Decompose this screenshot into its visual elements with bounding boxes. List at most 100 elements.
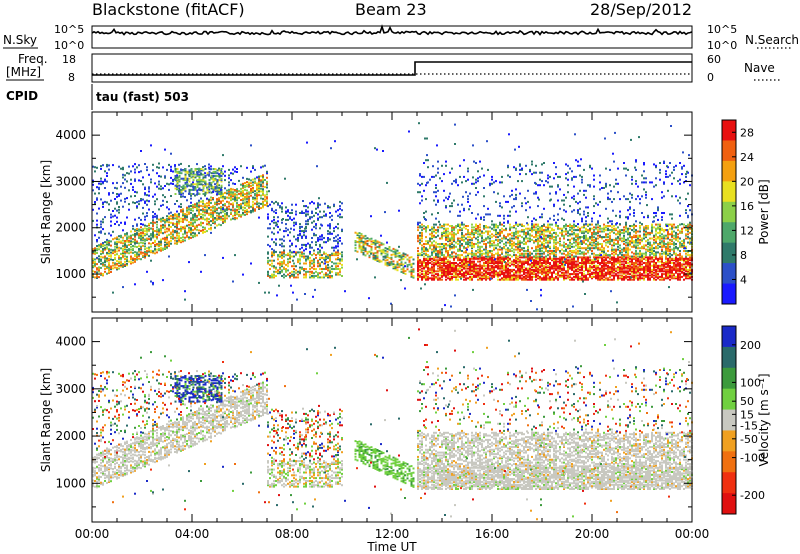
echo-cell (116, 262, 118, 265)
echo-cell (515, 260, 517, 263)
echo-cell (535, 266, 537, 269)
echo-cell (110, 199, 112, 202)
echo-cell (156, 233, 158, 236)
echo-cell (380, 260, 383, 263)
echo-cell (433, 251, 435, 254)
echo-cell (429, 255, 431, 258)
echo-cell (190, 224, 192, 227)
echo-cell (327, 263, 329, 266)
echo-cell (499, 266, 501, 269)
echo-cell (402, 269, 405, 272)
echo-cell (635, 263, 637, 266)
echo-cell (471, 230, 473, 233)
echo-cell (471, 275, 473, 278)
echo-cell (313, 265, 315, 268)
echo-cell (453, 231, 455, 234)
echo-cell (260, 190, 262, 193)
echo-cell (661, 273, 663, 276)
echo-cell (515, 277, 517, 280)
echo-cell (449, 260, 451, 263)
echo-cell (299, 272, 301, 275)
echo-cell (358, 236, 361, 239)
echo-cell (513, 244, 515, 247)
echo-cell (475, 256, 477, 259)
echo-cell (236, 196, 238, 199)
echo-cell (471, 237, 473, 240)
echo-cell (433, 247, 435, 250)
echo-cell (669, 266, 671, 269)
echo-cell (196, 224, 198, 227)
echo-cell (315, 223, 317, 226)
echo-cell (152, 242, 154, 244)
echo-cell (374, 256, 377, 259)
echo-cell (138, 216, 140, 219)
echo-cell (148, 229, 150, 232)
echo-cell (214, 188, 217, 191)
echo-cell (491, 257, 493, 260)
echo-cell (299, 248, 301, 251)
echo-cell (156, 237, 158, 240)
echo-cell (258, 180, 260, 183)
echo-cell (120, 234, 122, 237)
echo-cell (368, 245, 371, 248)
echo-cell (354, 241, 357, 244)
echo-cell (297, 273, 299, 276)
echo-cell (180, 220, 182, 223)
echo-cell (98, 267, 100, 270)
echo-cell (485, 252, 487, 255)
echo-cell (275, 275, 277, 277)
echo-cell (218, 197, 220, 200)
echo-cell (180, 225, 182, 228)
echo-cell (477, 226, 479, 229)
echo-cell (513, 277, 515, 280)
echo-cell (269, 203, 271, 206)
echo-cell (527, 263, 529, 266)
echo-cell (126, 233, 128, 236)
echo-cell (150, 238, 152, 241)
echo-cell (441, 237, 443, 240)
echo-cell (641, 277, 643, 280)
echo-cell (675, 267, 677, 270)
echo-cell (587, 271, 589, 274)
echo-cell (505, 248, 507, 251)
echo-cell (463, 275, 465, 278)
echo-cell (665, 262, 667, 264)
echo-cell (329, 206, 331, 209)
echo-cell (250, 189, 252, 192)
echo-cell (451, 238, 453, 241)
echo-cell (419, 241, 421, 244)
echo-cell (281, 255, 283, 258)
echo-cell (124, 178, 126, 181)
echo-cell (269, 223, 271, 226)
echo-cell (677, 274, 679, 277)
echo-cell (112, 210, 114, 212)
echo-cell (621, 275, 623, 278)
echo-cell (301, 210, 303, 213)
echo-cell (441, 226, 443, 229)
echo-cell (485, 225, 487, 227)
echo-cell (601, 277, 603, 280)
echo-cell (507, 274, 509, 277)
echo-cell (222, 192, 224, 195)
echo-cell (285, 269, 287, 272)
echo-cell (635, 268, 637, 271)
echo-cell (475, 275, 477, 278)
echo-cell (487, 236, 489, 239)
echo-cell (421, 244, 423, 247)
echo-cell (311, 221, 313, 224)
echo-cell (182, 195, 184, 198)
echo-cell (549, 270, 551, 273)
echo-cell (216, 191, 219, 194)
echo-cell (106, 272, 108, 275)
echo-cell (362, 247, 365, 250)
echo-cell (449, 244, 451, 247)
echo-cell (285, 223, 287, 226)
echo-cell (120, 241, 122, 244)
echo-cell (489, 250, 491, 252)
echo-cell (110, 216, 112, 219)
echo-cell (188, 190, 191, 193)
echo-cell (138, 248, 140, 250)
echo-cell (433, 245, 435, 248)
echo-cell (525, 274, 527, 277)
echo-cell (465, 251, 467, 254)
